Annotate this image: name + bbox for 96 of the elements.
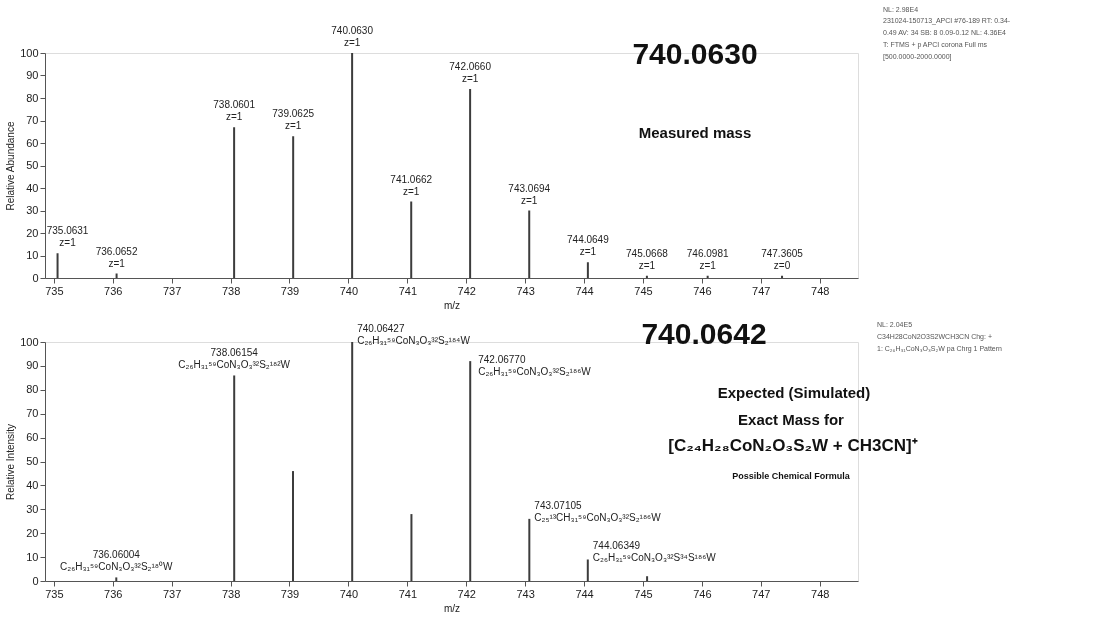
y-tick-label: 90 <box>26 69 39 81</box>
bar <box>233 127 236 278</box>
x-tick-label: 742 <box>457 587 476 600</box>
annotation: 747.3605 z=0 <box>761 247 804 271</box>
x-tick-label: 745 <box>634 587 653 600</box>
x-tick-label: 748 <box>811 587 830 600</box>
annotation: 740.0630 <box>632 37 758 70</box>
annotation: 740.06427 C₂₆H₃₁⁵⁹CoN₃O₃³²S₂¹⁸⁴W <box>357 323 471 346</box>
y-tick-label: 50 <box>26 455 39 467</box>
y-tick-label: 90 <box>26 359 39 372</box>
y-tick-label: 30 <box>26 204 39 216</box>
x-tick-label: 744 <box>575 587 594 600</box>
x-axis-title: m/z <box>443 602 461 614</box>
x-axis-title: m/z <box>443 299 461 311</box>
annotation: 742.06770 C₂₆H₃₁⁵⁹CoN₃O₃³²S₂¹⁸⁶W <box>478 354 592 378</box>
annotation: [C₂₄H₂₈CoN₂O₃S₂W + CH3CN]⁺ <box>668 436 918 455</box>
bar <box>586 559 589 581</box>
x-tick-label: 738 <box>221 284 241 297</box>
y-tick-label: 80 <box>26 383 39 396</box>
annotation: 744.0649 z=1 <box>567 234 610 258</box>
annotation: 736.06004 C₂₆H₃₁⁵⁹CoN₃O₃³²S₂¹⁸⁰W <box>60 549 174 573</box>
annotation: 744.06349 C₂₆H₃₁⁵⁹CoN₃O₃³²S³⁴S¹⁸⁶W <box>592 540 717 564</box>
y-axis-title: Relative Intensity <box>5 423 17 501</box>
y-tick-label: 20 <box>26 226 39 239</box>
y-tick-label: 40 <box>26 478 39 491</box>
x-tick-label: 743 <box>516 284 535 297</box>
x-tick-label: 745 <box>634 284 653 297</box>
annotation: 742.0660 z=1 <box>449 61 492 84</box>
annotation: Possible Chemical Formula <box>732 471 851 481</box>
bar <box>469 89 472 278</box>
annotation: 746.0981 z=1 <box>686 247 729 271</box>
bar <box>292 471 295 581</box>
bar <box>410 514 413 581</box>
annotation: 740.0630 z=1 <box>331 25 374 48</box>
x-tick-label: 737 <box>162 587 182 600</box>
x-tick-label: 740 <box>339 587 359 600</box>
y-tick-label: 80 <box>26 91 39 104</box>
x-tick-label: 737 <box>162 284 182 297</box>
annotation: 741.0662 z=1 <box>390 173 433 197</box>
x-tick-label: 739 <box>280 284 300 297</box>
y-tick-label: 50 <box>26 159 39 171</box>
y-tick-label: 60 <box>26 431 39 444</box>
x-tick-label: 735 <box>45 284 64 297</box>
annotation: Expected (Simulated) <box>717 384 871 401</box>
annotation: 743.0694 z=1 <box>508 182 551 206</box>
bar <box>351 53 354 278</box>
annotation: Exact Mass for <box>738 411 845 428</box>
bar <box>646 576 649 581</box>
y-tick-label: 30 <box>26 502 39 515</box>
x-tick-label: 744 <box>575 284 594 297</box>
annotation: 740.0642 <box>641 317 767 350</box>
bar <box>351 342 354 581</box>
bar <box>115 577 118 581</box>
annotation: 739.0625 z=1 <box>272 108 315 132</box>
x-tick-label: 746 <box>693 587 712 600</box>
y-tick-label: 100 <box>20 335 39 348</box>
x-tick-label: 739 <box>280 587 300 600</box>
annotation: 735.0631 z=1 <box>46 225 89 249</box>
x-tick-label: 748 <box>811 284 830 297</box>
y-tick-label: 40 <box>26 181 39 194</box>
annotation: Measured mass <box>638 124 752 141</box>
x-tick-label: 740 <box>339 284 359 297</box>
x-tick-label: 736 <box>104 587 123 600</box>
annotation: 738.0601 z=1 <box>213 99 256 123</box>
bar <box>528 210 531 278</box>
x-tick-label: 743 <box>516 587 535 600</box>
x-tick-label: 747 <box>752 587 771 600</box>
annotation: 745.0668 z=1 <box>626 247 669 271</box>
y-tick-label: 0 <box>32 271 39 284</box>
x-tick-label: 746 <box>693 284 712 297</box>
x-tick-label: 736 <box>104 284 123 297</box>
y-tick-label: 100 <box>20 46 39 59</box>
annotation: 736.0652 z=1 <box>95 245 138 269</box>
x-tick-label: 741 <box>398 587 417 600</box>
y-tick-label: 70 <box>26 407 39 420</box>
x-tick-label: 742 <box>457 284 476 297</box>
annotation: 743.07105 C₂₅¹³CH₃₁⁵⁹CoN₃O₃³²S₂¹⁸⁶W <box>534 499 662 523</box>
bar <box>292 136 295 278</box>
bar <box>469 361 472 581</box>
y-tick-label: 60 <box>26 136 39 149</box>
y-tick-label: 10 <box>26 249 39 261</box>
bar <box>528 518 531 581</box>
x-tick-label: 738 <box>221 587 241 600</box>
y-tick-label: 10 <box>26 550 39 563</box>
annotation: 738.06154 C₂₆H₃₁⁵⁹CoN₃O₃³²S₂¹⁸²W <box>178 347 291 371</box>
bar <box>56 253 59 278</box>
x-tick-label: 741 <box>398 284 417 297</box>
y-tick-label: 20 <box>26 526 39 539</box>
bar <box>586 262 589 278</box>
x-tick-label: 735 <box>45 587 64 600</box>
x-tick-label: 747 <box>752 284 771 297</box>
bar <box>410 201 413 278</box>
bar <box>233 375 236 581</box>
y-tick-label: 70 <box>26 114 39 126</box>
y-axis-title: Relative Abundance <box>5 121 17 211</box>
y-tick-label: 0 <box>32 574 39 587</box>
